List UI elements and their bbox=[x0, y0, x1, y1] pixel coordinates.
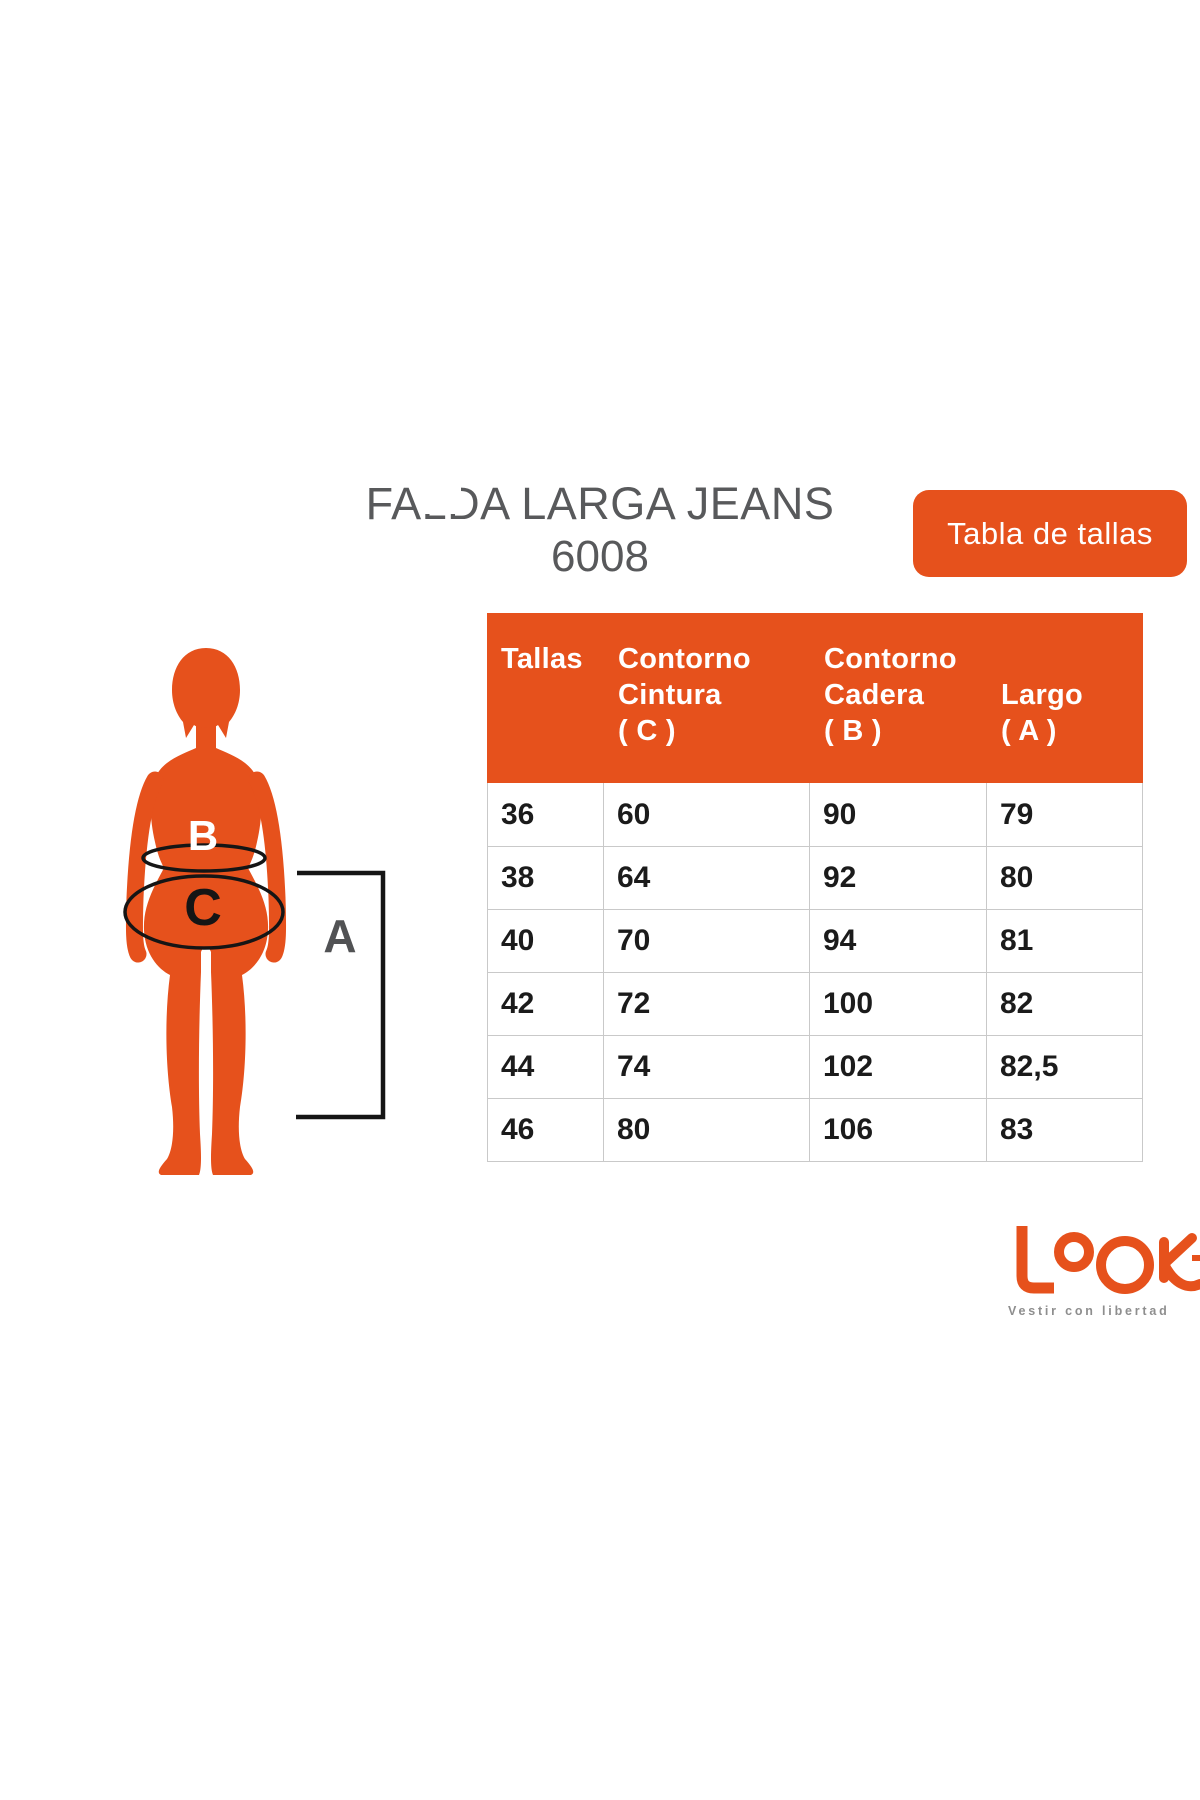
column-header-largo: Largo ( A ) bbox=[1001, 679, 1084, 747]
cell-talla: 36 bbox=[488, 783, 604, 846]
cell-talla: 46 bbox=[488, 1099, 604, 1161]
cell-cintura: 64 bbox=[604, 847, 810, 909]
look-logo-mark bbox=[1016, 1226, 1200, 1294]
cell-talla: 40 bbox=[488, 910, 604, 972]
product-code: 6008 bbox=[551, 532, 649, 581]
length-label-a: A bbox=[323, 910, 356, 962]
size-chart-button[interactable]: Tabla de tallas bbox=[913, 490, 1187, 577]
cell-largo: 80 bbox=[1000, 861, 1034, 894]
table-row: 40 70 94 81 bbox=[488, 909, 1142, 972]
table-row: 36 60 90 79 bbox=[488, 783, 1142, 846]
cell-largo: 82,5 bbox=[1000, 1050, 1059, 1083]
hip-label-c: C bbox=[184, 879, 222, 937]
cell-cadera: 106 bbox=[810, 1099, 987, 1161]
table-row: 38 64 92 80 bbox=[488, 846, 1142, 909]
cell-largo: 82 bbox=[1000, 987, 1034, 1020]
logo-letter-l bbox=[1016, 1226, 1054, 1294]
cell-largo: 83 bbox=[1000, 1113, 1034, 1146]
cell-cintura: 74 bbox=[604, 1036, 810, 1098]
cell-cintura: 70 bbox=[604, 910, 810, 972]
female-silhouette-diagram: B C A bbox=[123, 648, 386, 1175]
silhouette-left-arm bbox=[125, 771, 164, 963]
silhouette-body bbox=[143, 724, 269, 1175]
cell-cadera: 102 bbox=[810, 1036, 987, 1098]
waist-label-b: B bbox=[188, 812, 218, 859]
title-block: FALDA LARGA JEANS 6008 bbox=[250, 478, 950, 584]
column-header-tallas: Tallas bbox=[501, 643, 583, 675]
cell-talla: 44 bbox=[488, 1036, 604, 1098]
cell-cintura: 60 bbox=[604, 783, 810, 846]
silhouette-head bbox=[172, 648, 240, 738]
length-bracket bbox=[296, 870, 386, 1120]
waist-ellipse bbox=[141, 843, 267, 873]
logo-letter-o-large bbox=[1096, 1236, 1154, 1294]
cell-cadera: 94 bbox=[810, 910, 987, 972]
cell-cintura: 80 bbox=[604, 1099, 810, 1161]
brand-logo: Vestir con libertad bbox=[1008, 1218, 1200, 1318]
cell-cintura: 72 bbox=[604, 973, 810, 1035]
table-row: 46 80 106 83 bbox=[488, 1098, 1142, 1161]
image-artifact bbox=[420, 479, 461, 514]
measurement-figure: B C A bbox=[100, 600, 420, 1200]
size-table: Tallas Contorno Cintura ( C ) Contorno C… bbox=[487, 613, 1143, 1162]
column-header-contorno-cadera: Contorno Cadera ( B ) bbox=[824, 643, 957, 747]
cell-talla: 38 bbox=[488, 847, 604, 909]
table-row: 42 72 100 82 bbox=[488, 972, 1142, 1035]
cell-cadera: 92 bbox=[810, 847, 987, 909]
cell-largo: 79 bbox=[1000, 797, 1034, 831]
table-row: 44 74 102 82,5 bbox=[488, 1035, 1142, 1098]
cell-talla: 42 bbox=[488, 973, 604, 1035]
brand-tagline: Vestir con libertad bbox=[1008, 1304, 1170, 1318]
size-table-header: Tallas Contorno Cintura ( C ) Contorno C… bbox=[487, 613, 1143, 783]
cell-largo: 81 bbox=[1000, 924, 1034, 957]
cell-cadera: 100 bbox=[810, 973, 987, 1035]
logo-letter-o-small bbox=[1054, 1232, 1094, 1272]
size-chart-button-label: Tabla de tallas bbox=[947, 515, 1153, 551]
hip-ellipse bbox=[123, 874, 285, 950]
column-header-contorno-cintura: Contorno Cintura ( C ) bbox=[618, 643, 751, 747]
page-title: FALDA LARGA JEANS bbox=[365, 478, 835, 529]
silhouette-right-arm bbox=[248, 771, 287, 963]
logo-letter-k bbox=[1159, 1233, 1200, 1292]
cell-cadera: 90 bbox=[810, 783, 987, 846]
size-table-body: 36 60 90 79 38 64 92 80 40 70 94 81 42 7… bbox=[487, 783, 1143, 1162]
